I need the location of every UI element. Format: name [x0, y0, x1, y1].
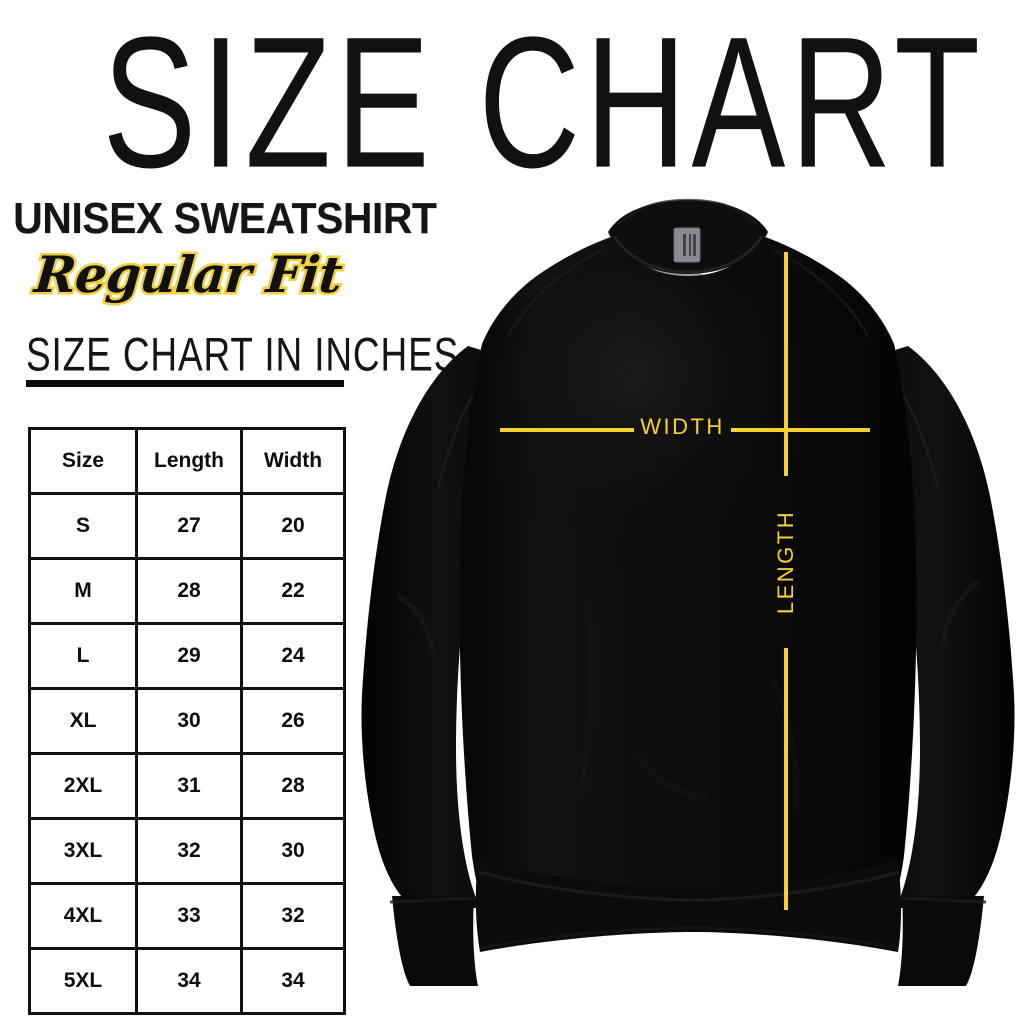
cell-width: 22 [240, 557, 346, 625]
cell-size: 3XL [28, 817, 138, 885]
cell-size: L [28, 622, 138, 690]
cell-size: 4XL [28, 882, 138, 950]
cell-width: 26 [240, 687, 346, 755]
cell-length: 34 [135, 947, 243, 1015]
fit-type-label: Regular Fit [30, 243, 347, 307]
table-row: 2XL 31 28 [28, 752, 346, 820]
cell-size: 2XL [28, 752, 138, 820]
cell-length: 30 [135, 687, 243, 755]
section-heading: SIZE CHART IN INCHES [26, 328, 460, 381]
size-chart-table: Size Length Width S 27 20 M 28 22 L 29 2… [28, 427, 346, 1015]
waistband [475, 860, 901, 952]
table-row: 3XL 32 30 [28, 817, 346, 885]
right-cuff [898, 896, 984, 986]
table-row: XL 30 26 [28, 687, 346, 755]
table-row: 4XL 33 32 [28, 882, 346, 950]
cell-width: 30 [240, 817, 346, 885]
cell-length: 29 [135, 622, 243, 690]
cell-size: XL [28, 687, 138, 755]
cell-width: 20 [240, 492, 346, 560]
page-title: SIZE CHART [102, 0, 985, 207]
cell-width: 24 [240, 622, 346, 690]
cell-length: 28 [135, 557, 243, 625]
table-header-row: Size Length Width [28, 427, 346, 495]
cell-size: 5XL [28, 947, 138, 1015]
cell-size: S [28, 492, 138, 560]
table-row: L 29 24 [28, 622, 346, 690]
sweatshirt-illustration [352, 196, 1024, 986]
left-cuff [392, 896, 478, 986]
cell-width: 32 [240, 882, 346, 950]
left-info-column: UNISEX SWEATSHIRT Regular Fit SIZE CHART… [0, 194, 458, 387]
cell-length: 27 [135, 492, 243, 560]
neck-label [673, 227, 701, 263]
product-type-label: UNISEX SWEATSHIRT [13, 194, 437, 243]
column-header-width: Width [240, 427, 346, 495]
sweatshirt-body [459, 198, 917, 952]
section-heading-group: SIZE CHART IN INCHES [0, 331, 458, 387]
column-header-size: Size [28, 427, 138, 495]
table-row: S 27 20 [28, 492, 346, 560]
section-heading-underline [26, 380, 344, 387]
table-row: M 28 22 [28, 557, 346, 625]
cell-width: 28 [240, 752, 346, 820]
cell-size: M [28, 557, 138, 625]
cell-length: 31 [135, 752, 243, 820]
cell-width: 34 [240, 947, 346, 1015]
cell-length: 33 [135, 882, 243, 950]
cell-length: 32 [135, 817, 243, 885]
table-row: 5XL 34 34 [28, 947, 346, 1015]
column-header-length: Length [135, 427, 243, 495]
